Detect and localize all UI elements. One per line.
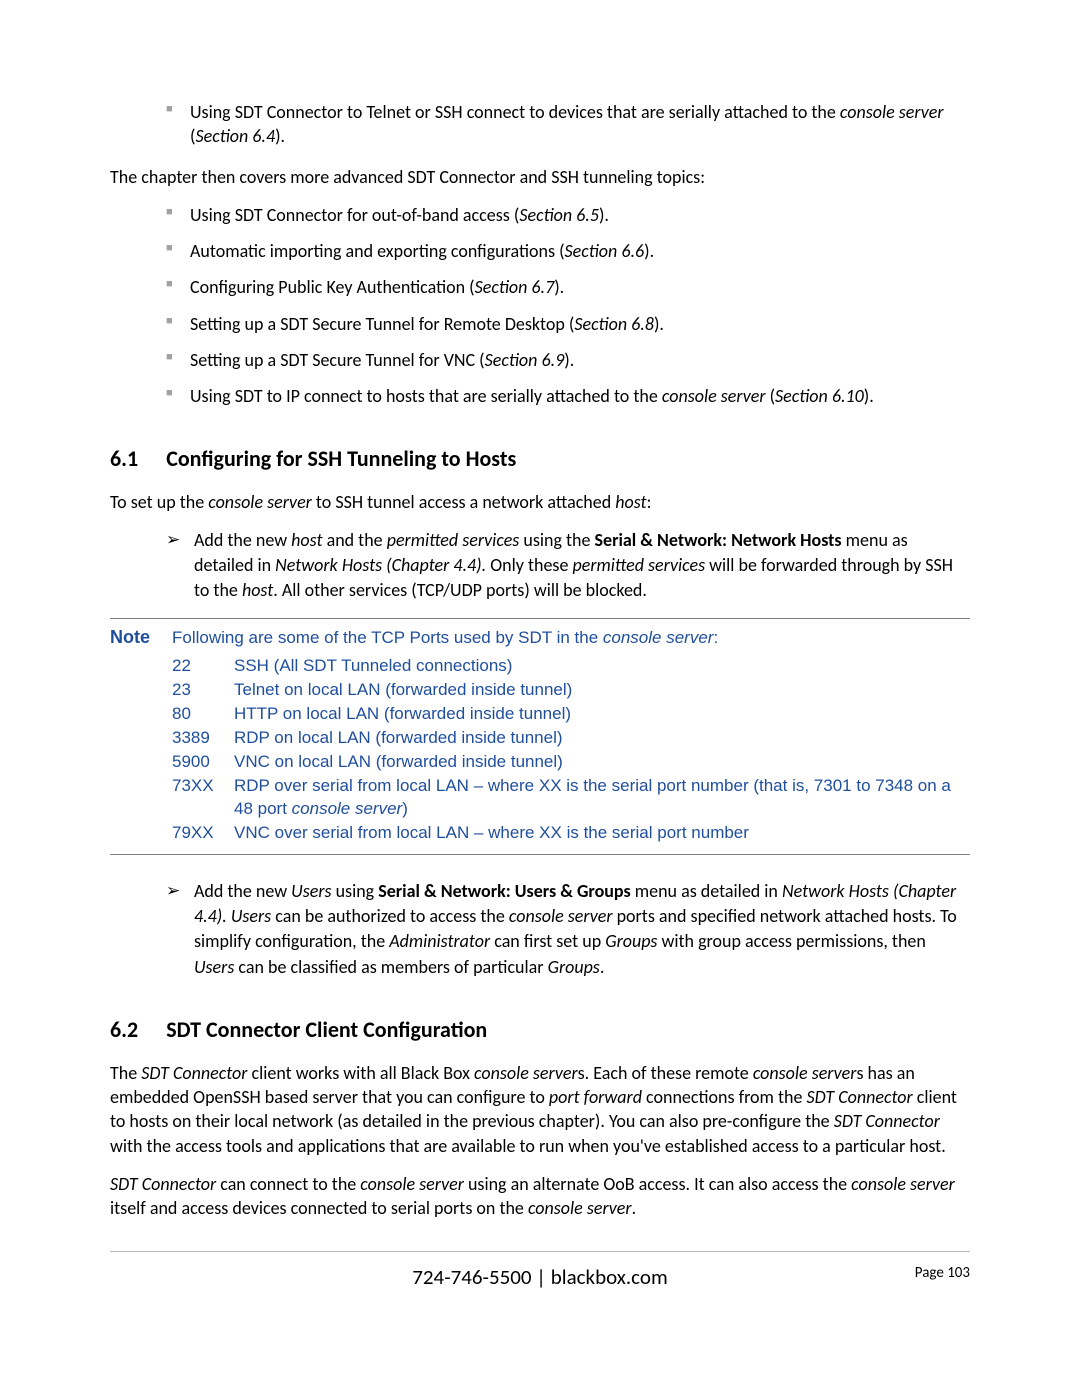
arrow-list-1: Add the new host and the permitted servi… (110, 528, 970, 604)
intro-bullets-top: Using SDT Connector to Telnet or SSH con… (110, 100, 970, 149)
section-number: 6.1 (110, 445, 138, 472)
section-heading-6-2: 6.2 SDT Connector Client Configuration (110, 1016, 970, 1043)
port-row: 22SSH (All SDT Tunneled connections) (172, 655, 970, 678)
footer-center: 724-746-5500 | blackbox.com (412, 1264, 667, 1290)
arrow-item: Add the new Users using Serial & Network… (166, 879, 970, 980)
section-number: 6.2 (110, 1016, 138, 1043)
note-intro: Following are some of the TCP Ports used… (172, 627, 970, 650)
section-title: SDT Connector Client Configuration (166, 1016, 487, 1043)
port-row: 73XXRDP over serial from local LAN – whe… (172, 775, 970, 821)
bullet-item: Using SDT to IP connect to hosts that ar… (166, 384, 970, 408)
bullet-item: Configuring Public Key Authentication (S… (166, 275, 970, 299)
port-row: 3389RDP on local LAN (forwarded inside t… (172, 727, 970, 750)
page-footer: 724-746-5500 | blackbox.com Page 103 (110, 1264, 970, 1290)
page-number: Page 103 (915, 1264, 970, 1282)
paragraph: To set up the console server to SSH tunn… (110, 490, 970, 514)
section-heading-6-1: 6.1 Configuring for SSH Tunneling to Hos… (110, 445, 970, 472)
text-italic: console server (840, 101, 944, 123)
text-italic: Section 6.4 (195, 125, 275, 147)
note-label: Note (110, 627, 172, 650)
arrow-item: Add the new host and the permitted servi… (166, 528, 970, 604)
bullet-item: Automatic importing and exporting config… (166, 239, 970, 263)
footer-rule (110, 1251, 970, 1252)
intro-bullets-mid: Using SDT Connector for out-of-band acce… (110, 203, 970, 409)
paragraph: The chapter then covers more advanced SD… (110, 165, 970, 189)
section-title: Configuring for SSH Tunneling to Hosts (166, 445, 516, 472)
note-box: Note Following are some of the TCP Ports… (110, 618, 970, 855)
paragraph: SDT Connector can connect to the console… (110, 1172, 970, 1221)
text: Using SDT Connector to Telnet or SSH con… (190, 101, 840, 123)
port-table: 22SSH (All SDT Tunneled connections) 23T… (172, 655, 970, 845)
port-row: 23Telnet on local LAN (forwarded inside … (172, 679, 970, 702)
document-page: Using SDT Connector to Telnet or SSH con… (0, 0, 1080, 1330)
paragraph: The SDT Connector client works with all … (110, 1061, 970, 1158)
port-row: 80HTTP on local LAN (forwarded inside tu… (172, 703, 970, 726)
arrow-list-2: Add the new Users using Serial & Network… (110, 879, 970, 980)
bullet-item: Setting up a SDT Secure Tunnel for Remot… (166, 312, 970, 336)
bullet-item: Using SDT Connector for out-of-band acce… (166, 203, 970, 227)
port-row: 79XXVNC over serial from local LAN – whe… (172, 822, 970, 845)
port-row: 5900VNC on local LAN (forwarded inside t… (172, 751, 970, 774)
bullet-item: Setting up a SDT Secure Tunnel for VNC (… (166, 348, 970, 372)
text: ). (275, 125, 285, 147)
bullet-item: Using SDT Connector to Telnet or SSH con… (166, 100, 970, 149)
